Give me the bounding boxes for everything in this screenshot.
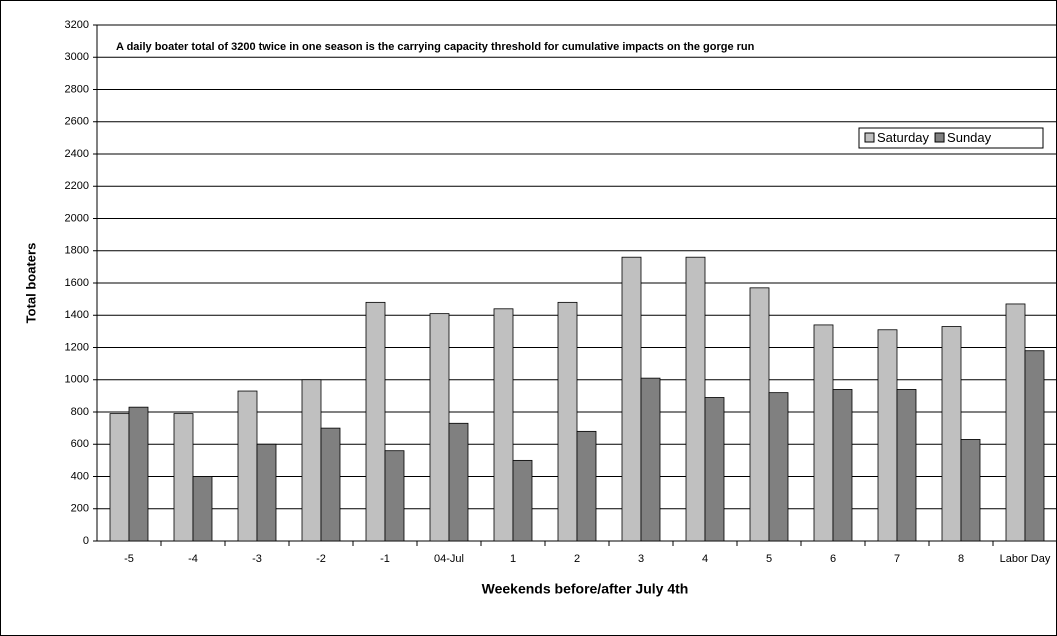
x-tick-label: 04-Jul	[434, 553, 464, 565]
y-tick-label: 2600	[65, 116, 89, 128]
bar	[896, 389, 917, 542]
bar	[429, 313, 450, 542]
bar	[109, 413, 130, 542]
bar	[192, 476, 213, 542]
y-tick-label: 1600	[65, 277, 89, 289]
bar	[384, 450, 405, 542]
y-tick-label: 0	[83, 535, 89, 547]
bar	[320, 427, 341, 542]
bar	[640, 377, 661, 542]
y-tick-label: 2000	[65, 212, 89, 224]
bar	[576, 430, 597, 542]
bar	[960, 439, 981, 542]
y-tick-label: 200	[71, 503, 89, 515]
x-tick-label: Labor Day	[1000, 553, 1051, 565]
bar	[237, 390, 258, 542]
y-tick-label: 2200	[65, 180, 89, 192]
bar	[877, 329, 898, 542]
legend-label: Saturday	[877, 130, 930, 145]
x-tick-label: 7	[894, 553, 900, 565]
x-tick-label: 8	[958, 553, 964, 565]
bar	[768, 392, 789, 542]
bar	[941, 326, 962, 542]
bar	[749, 287, 770, 542]
bar	[1024, 350, 1045, 542]
bar	[621, 256, 642, 542]
bar	[813, 324, 834, 542]
bar	[301, 379, 322, 542]
legend-swatch	[864, 132, 875, 143]
legend-swatch	[934, 132, 945, 143]
y-tick-label: 400	[71, 470, 89, 482]
bar	[173, 413, 194, 542]
x-tick-label: 3	[638, 553, 644, 565]
y-tick-label: 3200	[65, 19, 89, 31]
bar	[365, 301, 386, 542]
y-tick-label: 1400	[65, 309, 89, 321]
x-axis-label: Weekends before/after July 4th	[482, 581, 689, 597]
legend-box	[858, 127, 1044, 149]
x-tick-label: -3	[252, 553, 262, 565]
y-tick-label: 600	[71, 438, 89, 450]
bar	[493, 308, 514, 542]
bar	[704, 397, 725, 542]
x-tick-label: 6	[830, 553, 836, 565]
x-tick-label: -4	[188, 553, 198, 565]
bar	[128, 406, 149, 542]
x-tick-label: 4	[702, 553, 708, 565]
y-tick-label: 800	[71, 406, 89, 418]
y-tick-label: 2800	[65, 83, 89, 95]
legend-label: Sunday	[947, 130, 992, 145]
bar	[685, 256, 706, 542]
bar	[832, 389, 853, 542]
y-tick-label: 1200	[65, 341, 89, 353]
x-tick-label: 1	[510, 553, 516, 565]
y-tick-label: 3000	[65, 51, 89, 63]
x-tick-label: -5	[124, 553, 134, 565]
y-tick-label: 1800	[65, 245, 89, 257]
bar	[512, 459, 533, 542]
y-tick-label: 2400	[65, 148, 89, 160]
x-tick-label: 2	[574, 553, 580, 565]
y-tick-label: 1000	[65, 374, 89, 386]
x-tick-label: -2	[316, 553, 326, 565]
bar	[1005, 303, 1026, 542]
y-axis-label: Total boaters	[23, 243, 38, 324]
annotation: A daily boater total of 3200 twice in on…	[116, 41, 755, 53]
bar	[448, 422, 469, 542]
bar	[256, 443, 277, 542]
bar	[557, 301, 578, 542]
x-tick-label: 5	[766, 553, 772, 565]
annotation-box: A daily boater total of 3200 twice in on…	[116, 41, 755, 53]
x-tick-label: -1	[380, 553, 390, 565]
